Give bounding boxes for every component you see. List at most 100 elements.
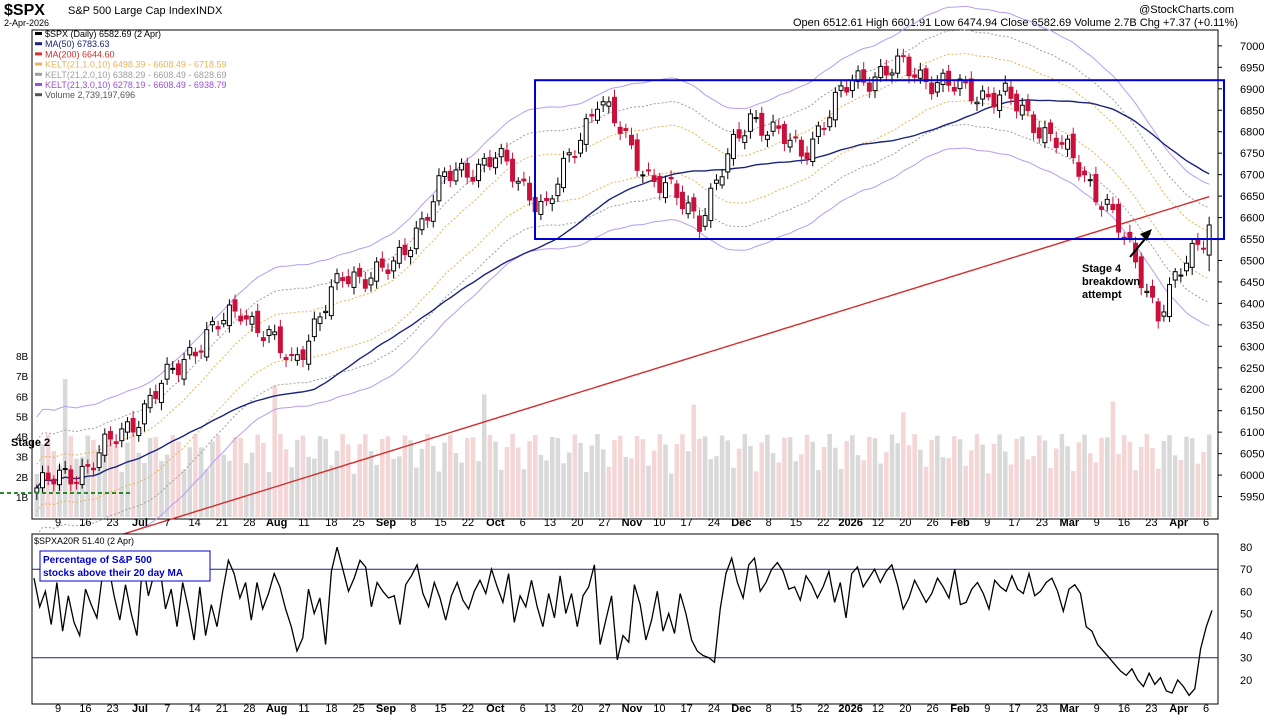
x-tick-label: Dec [731, 703, 751, 715]
volume-bar [725, 440, 731, 517]
candle-body [1184, 262, 1189, 272]
volume-bar [1082, 434, 1087, 517]
price-tick-label: 7000 [1240, 41, 1264, 53]
volume-bar [561, 463, 566, 517]
candle-body [883, 65, 889, 76]
volume-bar [187, 447, 193, 517]
candle-body [362, 279, 368, 289]
candle-body [572, 156, 578, 159]
volume-bar [816, 470, 821, 517]
line-icon [35, 83, 42, 86]
volume-bar [544, 460, 549, 517]
price-tick-label: 6350 [1240, 320, 1264, 332]
price-tick-label: 6950 [1240, 62, 1264, 74]
volume-bar [566, 452, 572, 517]
volume-bar [663, 444, 668, 517]
volume-tick-label: 8B [16, 352, 29, 363]
volume-bar [617, 435, 623, 517]
indicator-tick-label: 60 [1240, 586, 1252, 598]
candle-body [57, 469, 62, 486]
candle-body [232, 299, 238, 312]
volume-bar [1042, 440, 1048, 517]
volume-bar [1127, 441, 1133, 517]
candle-icon [35, 32, 42, 35]
legend-item: Volume 2,739,197,696 [45, 90, 135, 100]
candle-body [736, 129, 742, 139]
volume-bar [1070, 471, 1076, 517]
volume-bar [668, 473, 674, 517]
candle-body [838, 85, 844, 91]
candle-body [957, 78, 963, 90]
volume-bar [889, 434, 895, 517]
volume-bar [957, 439, 963, 517]
candle-body [1076, 162, 1082, 177]
volume-bar [532, 435, 538, 517]
candle-body [192, 351, 198, 357]
volume-bar [374, 464, 379, 517]
volume-bar [1003, 451, 1008, 517]
line-icon [35, 72, 42, 76]
x-tick-label: 9 [1094, 517, 1100, 529]
indicator-tick-label: 80 [1240, 542, 1252, 554]
candle-body [1110, 204, 1116, 211]
volume-bar [1020, 436, 1025, 517]
volume-bar [838, 468, 844, 517]
candle-body [600, 101, 606, 106]
volume-bar [878, 463, 883, 517]
candle-body [249, 315, 255, 325]
volume-bar [453, 452, 459, 517]
volume-bar [872, 438, 878, 517]
candle-body [1116, 203, 1122, 233]
volume-bar [1150, 447, 1155, 517]
x-tick-label: 9 [984, 703, 990, 715]
volume-bar [867, 436, 872, 517]
candle-body [827, 117, 833, 128]
candle-body [781, 124, 787, 145]
volume-icon [35, 93, 42, 97]
keltner-lower-line [36, 147, 1210, 560]
volume-bar [1172, 455, 1178, 517]
candle-body [136, 427, 142, 437]
candle-body [1070, 133, 1076, 159]
candle-body [549, 198, 555, 205]
volume-bar [368, 451, 374, 517]
volume-bar [731, 467, 736, 517]
candle-body [1155, 301, 1161, 322]
volume-bar [929, 439, 934, 517]
candle-body [1087, 179, 1093, 182]
volume-bar [702, 436, 708, 517]
x-tick-label: 22 [817, 703, 829, 715]
x-tick-label: 26 [927, 517, 939, 529]
candle-body [555, 183, 561, 197]
candle-body [238, 315, 244, 322]
x-tick-label: 24 [708, 703, 720, 715]
candle-body [900, 55, 906, 58]
volume-bar [793, 461, 799, 517]
candle-body [1002, 82, 1008, 92]
chart-source[interactable]: @StockCharts.com [1139, 4, 1234, 16]
candle-body [997, 94, 1003, 111]
volume-bar [1116, 454, 1121, 517]
candle-body [34, 487, 40, 493]
volume-bar [748, 446, 753, 517]
keltner-lower-line [36, 100, 1210, 512]
volume-bar [119, 471, 125, 517]
x-tick-label: Nov [622, 517, 644, 529]
chart-date: 2-Apr-2026 [4, 18, 49, 28]
indicator-line [33, 546, 1213, 697]
volume-bar [323, 439, 328, 517]
volume-bar [1133, 470, 1138, 517]
candle-body [164, 363, 170, 380]
volume-bar [901, 412, 906, 517]
volume-bar [1087, 453, 1093, 517]
volume-bar [295, 440, 300, 517]
legend: $SPX (Daily) 6582.69 (2 Apr)MA(50) 6783.… [35, 29, 226, 100]
x-tick-label: 2026 [838, 703, 862, 715]
volume-bar [425, 434, 430, 517]
candle-body [798, 139, 804, 157]
volume-bar [306, 456, 311, 517]
volume-bar [431, 445, 436, 517]
x-tick-label: 15 [790, 703, 802, 715]
volume-bar [442, 442, 447, 517]
candle-body [334, 273, 340, 284]
